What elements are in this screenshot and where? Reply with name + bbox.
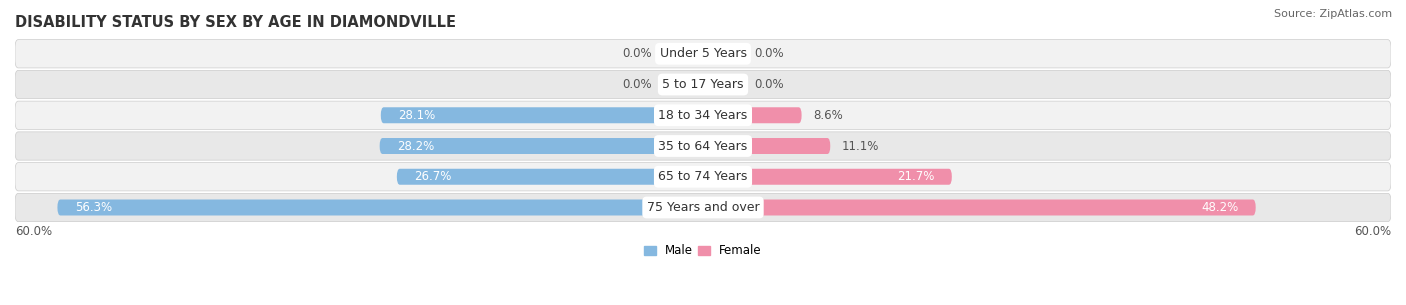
FancyBboxPatch shape bbox=[662, 77, 703, 92]
Text: 56.3%: 56.3% bbox=[75, 201, 111, 214]
FancyBboxPatch shape bbox=[662, 46, 703, 62]
FancyBboxPatch shape bbox=[396, 169, 703, 185]
FancyBboxPatch shape bbox=[703, 138, 831, 154]
Text: 35 to 64 Years: 35 to 64 Years bbox=[658, 139, 748, 152]
Text: 5 to 17 Years: 5 to 17 Years bbox=[662, 78, 744, 91]
FancyBboxPatch shape bbox=[380, 138, 703, 154]
Text: 60.0%: 60.0% bbox=[1354, 225, 1391, 238]
FancyBboxPatch shape bbox=[703, 46, 744, 62]
Text: 21.7%: 21.7% bbox=[897, 170, 935, 183]
FancyBboxPatch shape bbox=[15, 193, 1391, 222]
Text: 60.0%: 60.0% bbox=[15, 225, 52, 238]
Text: DISABILITY STATUS BY SEX BY AGE IN DIAMONDVILLE: DISABILITY STATUS BY SEX BY AGE IN DIAMO… bbox=[15, 15, 456, 30]
Text: 75 Years and over: 75 Years and over bbox=[647, 201, 759, 214]
Text: Source: ZipAtlas.com: Source: ZipAtlas.com bbox=[1274, 9, 1392, 19]
Text: 0.0%: 0.0% bbox=[755, 47, 785, 60]
Text: Under 5 Years: Under 5 Years bbox=[659, 47, 747, 60]
FancyBboxPatch shape bbox=[703, 77, 744, 92]
FancyBboxPatch shape bbox=[58, 199, 703, 216]
FancyBboxPatch shape bbox=[15, 40, 1391, 68]
Text: 65 to 74 Years: 65 to 74 Years bbox=[658, 170, 748, 183]
Text: 0.0%: 0.0% bbox=[621, 47, 651, 60]
FancyBboxPatch shape bbox=[703, 107, 801, 123]
FancyBboxPatch shape bbox=[703, 199, 1256, 216]
FancyBboxPatch shape bbox=[15, 101, 1391, 129]
Text: 8.6%: 8.6% bbox=[813, 109, 842, 122]
Text: 18 to 34 Years: 18 to 34 Years bbox=[658, 109, 748, 122]
FancyBboxPatch shape bbox=[15, 132, 1391, 160]
FancyBboxPatch shape bbox=[703, 169, 952, 185]
Text: 48.2%: 48.2% bbox=[1201, 201, 1239, 214]
Text: 0.0%: 0.0% bbox=[755, 78, 785, 91]
Legend: Male, Female: Male, Female bbox=[640, 239, 766, 262]
Text: 11.1%: 11.1% bbox=[842, 139, 879, 152]
Text: 26.7%: 26.7% bbox=[413, 170, 451, 183]
Text: 0.0%: 0.0% bbox=[621, 78, 651, 91]
Text: 28.2%: 28.2% bbox=[396, 139, 434, 152]
Text: 28.1%: 28.1% bbox=[398, 109, 436, 122]
FancyBboxPatch shape bbox=[15, 163, 1391, 191]
FancyBboxPatch shape bbox=[15, 70, 1391, 99]
FancyBboxPatch shape bbox=[381, 107, 703, 123]
